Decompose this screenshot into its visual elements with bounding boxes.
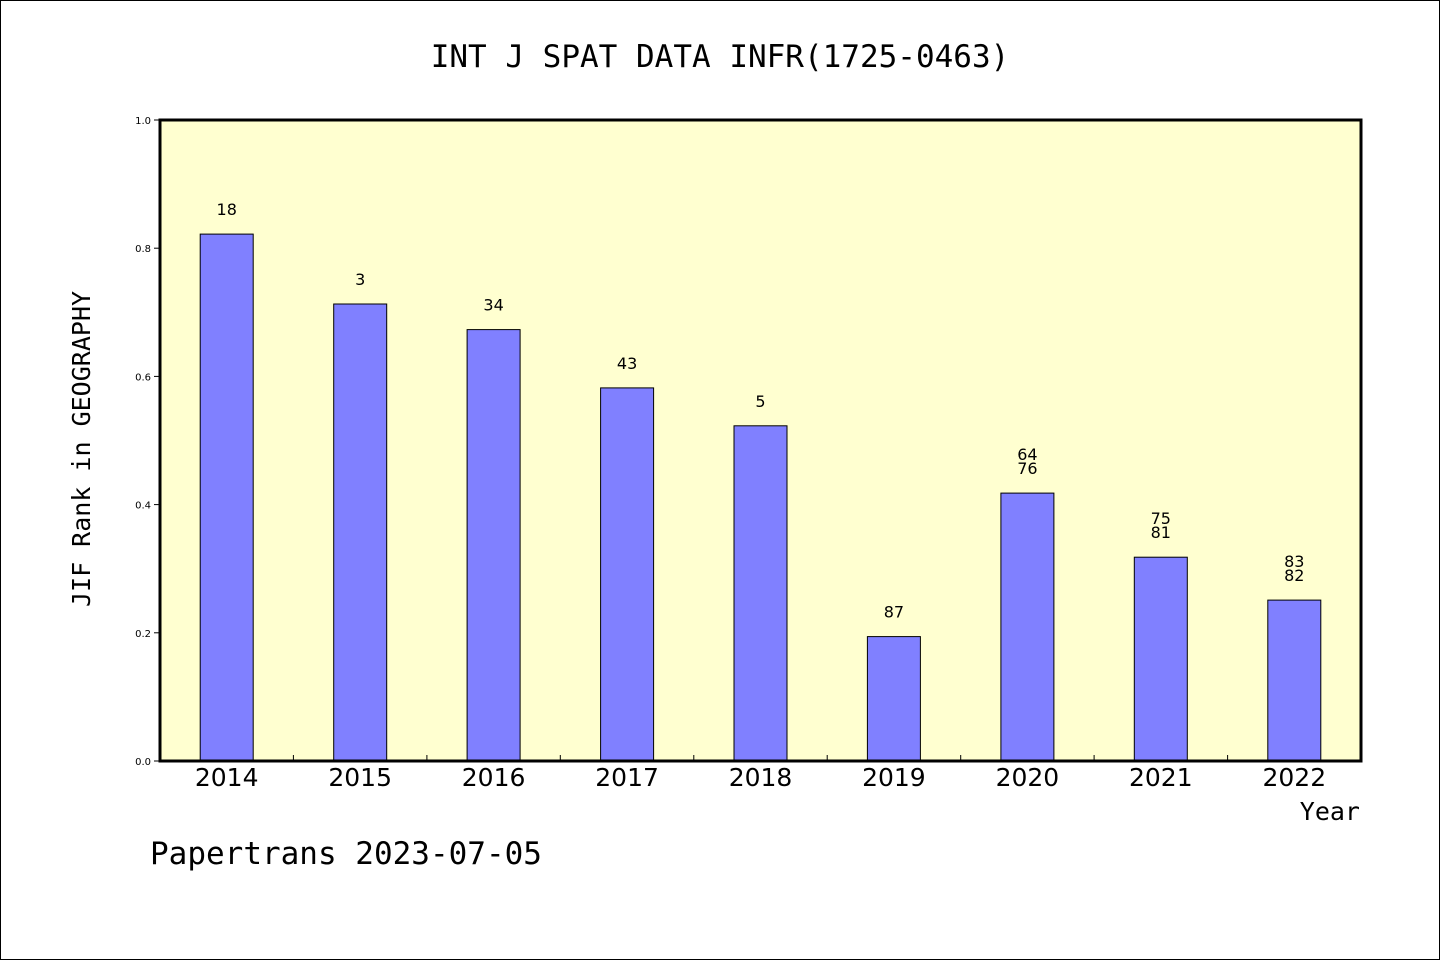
x-tick-label-2014: 2014 (195, 763, 259, 792)
value-label-2022-1: 83 (1284, 552, 1304, 571)
x-tick-label-2017: 2017 (595, 763, 659, 792)
footer-text: Papertrans 2023-07-05 (150, 836, 542, 872)
value-label-2015: 3 (355, 270, 365, 289)
value-label-2019: 87 (884, 603, 904, 622)
y-tick-label-1.0: 1.0 (135, 116, 151, 127)
x-tick-label-2018: 2018 (729, 763, 793, 792)
x-tick-label-2019: 2019 (862, 763, 926, 792)
bar-2021 (1133, 556, 1188, 762)
x-tick-label-2016: 2016 (462, 763, 526, 792)
bar-2015 (333, 303, 388, 762)
x-axis-label: Year (1300, 797, 1360, 826)
x-axis: 2014 2015 2016 2017 2018 2019 2020 2021 2022 (195, 755, 1326, 792)
value-label-2021-1: 75 (1151, 509, 1171, 528)
y-tick-label-0.4: 0.4 (135, 501, 151, 512)
x-tick-label-2015: 2015 (328, 763, 392, 792)
y-axis-label: JIF Rank in GEOGRAPHY (67, 291, 96, 607)
plot-border (158, 118, 1363, 763)
value-label-2022-2: 82 (1284, 566, 1304, 585)
chart-title: INT J SPAT DATA INFR(1725-0463) (431, 39, 1010, 75)
value-label-2018: 5 (755, 392, 765, 411)
value-label-2020-1: 64 (1017, 445, 1037, 464)
x-tick-label-2022: 2022 (1262, 763, 1326, 792)
bar-2022 (1267, 599, 1322, 762)
y-tick-label-0.8: 0.8 (135, 244, 151, 255)
bar-2017 (600, 387, 655, 762)
y-axis: 0.0 0.2 0.4 0.6 0.8 1.0 (135, 116, 160, 768)
y-tick-label-0.0: 0.0 (135, 757, 151, 768)
y-tick-label-0.6: 0.6 (135, 372, 151, 383)
bar-2016 (466, 329, 521, 762)
bar-2018 (733, 425, 788, 762)
value-label-2016: 34 (483, 296, 503, 315)
x-tick-label-2021: 2021 (1129, 763, 1193, 792)
value-label-2021-2: 81 (1151, 523, 1171, 542)
y-tick-label-0.2: 0.2 (135, 629, 151, 640)
x-tick-label-2020: 2020 (996, 763, 1060, 792)
value-label-2020-2: 76 (1017, 459, 1037, 478)
value-label-2017: 43 (617, 354, 637, 373)
value-label-2014: 18 (217, 200, 237, 219)
bar-2019 (866, 636, 921, 762)
bar-2014 (199, 233, 254, 762)
bar-group (199, 233, 1322, 762)
bar-2020 (1000, 492, 1055, 762)
